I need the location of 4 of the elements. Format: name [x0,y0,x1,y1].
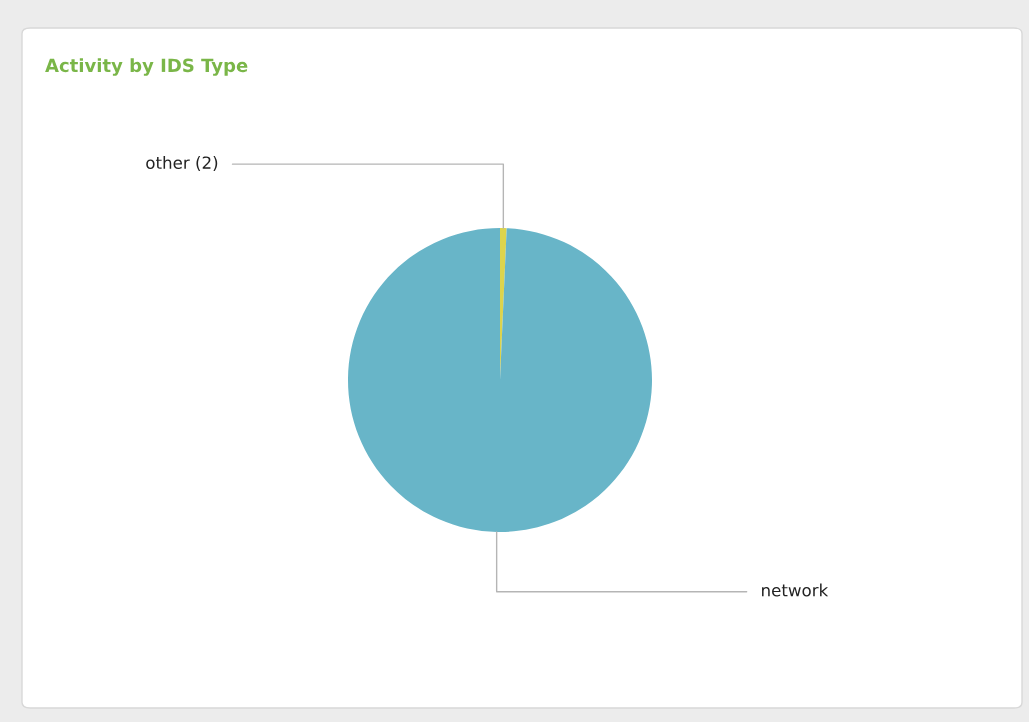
pie-slice [348,228,652,532]
slice-label: network [762,583,829,597]
slice-label: other (2) [146,156,218,171]
chart-title: Activity by IDS Type [45,58,248,76]
